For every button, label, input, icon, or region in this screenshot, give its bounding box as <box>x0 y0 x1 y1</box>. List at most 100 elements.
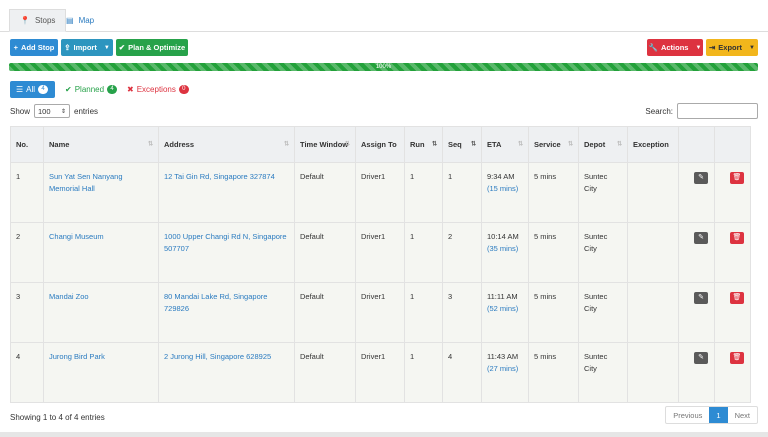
cell-name[interactable]: Mandai Zoo <box>43 282 159 343</box>
col-name[interactable]: Name ⇅ <box>43 126 159 163</box>
cell-assign-to: Driver1 <box>355 282 405 343</box>
sort-icon: ⇅ <box>344 141 350 147</box>
x-icon: ✖ <box>127 85 134 94</box>
eta-duration: (27 mins) <box>487 363 519 373</box>
cell-time-window: Default <box>294 162 356 223</box>
exceptions-count-badge: 0 <box>178 85 189 94</box>
cell-no: 2 <box>10 222 44 283</box>
caret-down-icon: ▼ <box>695 44 702 51</box>
eta-duration: (15 mins) <box>487 183 519 193</box>
import-button[interactable]: ⇪ Import ▼ <box>61 39 113 56</box>
search-input[interactable] <box>677 103 758 119</box>
trash-icon[interactable]: 🗑 <box>730 351 744 364</box>
cell-run: 1 <box>404 162 443 223</box>
cell-depot: Suntec City <box>578 282 628 343</box>
next-button[interactable]: Next <box>734 410 750 420</box>
cell-no: 3 <box>10 282 44 343</box>
cell-seq: 3 <box>442 282 482 343</box>
cell-run: 1 <box>404 222 443 283</box>
col-no[interactable]: No. <box>10 126 44 163</box>
cell-service: 5 mins <box>528 162 579 223</box>
edit-icon[interactable]: ✎ <box>694 231 708 244</box>
cell-name[interactable]: Sun Yat Sen Nanyang Memorial Hall <box>43 162 159 223</box>
export-icon: ⇥ <box>708 43 716 52</box>
sort-icon: ⇅ <box>147 141 153 147</box>
horizontal-scrollbar[interactable] <box>0 432 768 437</box>
planned-count-badge: 4 <box>107 85 118 94</box>
filter-planned[interactable]: ✔ Planned 4 <box>65 81 118 98</box>
trash-icon[interactable]: 🗑 <box>730 291 744 304</box>
list-icon: ☰ <box>16 85 24 94</box>
export-button[interactable]: ⇥ Export ▼ <box>706 39 758 56</box>
cell-edit: ✎ <box>678 222 715 283</box>
trash-icon[interactable]: 🗑 <box>730 231 744 244</box>
plan-optimize-button[interactable]: ✔ Plan & Optimize <box>116 39 188 56</box>
cell-time-window: Default <box>294 222 356 283</box>
check-icon: ✔ <box>65 85 72 94</box>
length-menu: Show 100 ⇕ entries <box>10 104 98 118</box>
cell-eta: 11:11 AM (52 mins) <box>481 282 529 343</box>
filter-exceptions[interactable]: ✖ Exceptions 0 <box>127 81 189 98</box>
cell-seq: 2 <box>442 222 482 283</box>
add-stop-button[interactable]: + Add Stop <box>10 39 58 56</box>
view-tabs: 📍 Stops ▤ Map <box>0 0 768 32</box>
cell-address[interactable]: 80 Mandai Lake Rd, Singapore 729826 <box>158 282 295 343</box>
progress-fill: 100% <box>9 63 758 71</box>
col-address[interactable]: Address ⇅ <box>158 126 295 163</box>
cell-time-window: Default <box>294 342 356 403</box>
cell-name[interactable]: Jurong Bird Park <box>43 342 159 403</box>
cell-edit: ✎ <box>678 342 715 403</box>
table-row: 3 Mandai Zoo 80 Mandai Lake Rd, Singapore … <box>10 282 751 343</box>
cell-exception <box>627 282 679 343</box>
search-box: Search: <box>645 103 758 119</box>
cell-name[interactable]: Changi Museum <box>43 222 159 283</box>
cell-depot: Suntec City <box>578 222 628 283</box>
cell-seq: 4 <box>442 342 482 403</box>
edit-icon[interactable]: ✎ <box>694 351 708 364</box>
col-eta[interactable]: ETA ⇅ <box>481 126 529 163</box>
cell-assign-to: Driver1 <box>355 342 405 403</box>
cell-exception <box>627 222 679 283</box>
col-exception[interactable]: Exception <box>627 126 679 163</box>
tab-map[interactable]: ▤ Map <box>66 16 95 25</box>
col-time-window[interactable]: Time Window ⇅ <box>294 126 356 163</box>
col-service[interactable]: Service ⇅ <box>528 126 579 163</box>
cell-address[interactable]: 12 Tai Gin Rd, Singapore 327874 <box>158 162 295 223</box>
col-assign-to[interactable]: Assign To <box>355 126 405 163</box>
upload-icon: ⇪ <box>64 43 71 52</box>
eta-duration: (35 mins) <box>487 243 519 253</box>
edit-icon[interactable]: ✎ <box>694 291 708 304</box>
previous-button[interactable]: Previous <box>673 410 703 420</box>
cell-run: 1 <box>404 282 443 343</box>
table-header-row: No. Name ⇅ Address ⇅ Time Window ⇅ Assign T… <box>10 126 751 163</box>
edit-icon[interactable]: ✎ <box>694 171 708 184</box>
cell-exception <box>627 342 679 403</box>
check-circle-icon: ✔ <box>118 43 126 52</box>
plus-icon: + <box>13 43 19 52</box>
col-edit <box>678 126 715 163</box>
cell-address[interactable]: 2 Jurong Hill, Singapore 628925 <box>158 342 295 403</box>
caret-down-icon: ▼ <box>103 44 110 51</box>
cell-edit: ✎ <box>678 162 715 223</box>
pagination: Previous 1 Next <box>665 406 758 424</box>
page-1-button[interactable]: 1 <box>709 407 728 423</box>
sort-icon: ⇅ <box>616 141 622 147</box>
cell-service: 5 mins <box>528 222 579 283</box>
table-info: Showing 1 to 4 of 4 entries <box>10 413 105 422</box>
trash-icon[interactable]: 🗑 <box>730 171 744 184</box>
col-run[interactable]: Run ⇅ <box>404 126 443 163</box>
tab-stops[interactable]: 📍 Stops <box>9 9 67 32</box>
map-pin-icon: 📍 <box>20 16 30 25</box>
sort-asc-icon: ⇅ <box>431 141 437 147</box>
cell-delete: 🗑 <box>714 222 751 283</box>
cell-run: 1 <box>404 342 443 403</box>
actions-button[interactable]: 🔧 Actions ▼ <box>647 39 703 56</box>
cell-eta: 10:14 AM (35 mins) <box>481 222 529 283</box>
cell-address[interactable]: 1000 Upper Changi Rd N, Singapore 507707 <box>158 222 295 283</box>
entries-select[interactable]: 100 ⇕ <box>34 104 71 118</box>
col-depot[interactable]: Depot ⇅ <box>578 126 628 163</box>
filter-all[interactable]: ☰ All 4 <box>10 81 55 98</box>
cell-service: 5 mins <box>528 342 579 403</box>
col-seq[interactable]: Seq ⇅ <box>442 126 482 163</box>
table-row: 2 Changi Museum 1000 Upper Changi Rd N, Si… <box>10 222 751 283</box>
